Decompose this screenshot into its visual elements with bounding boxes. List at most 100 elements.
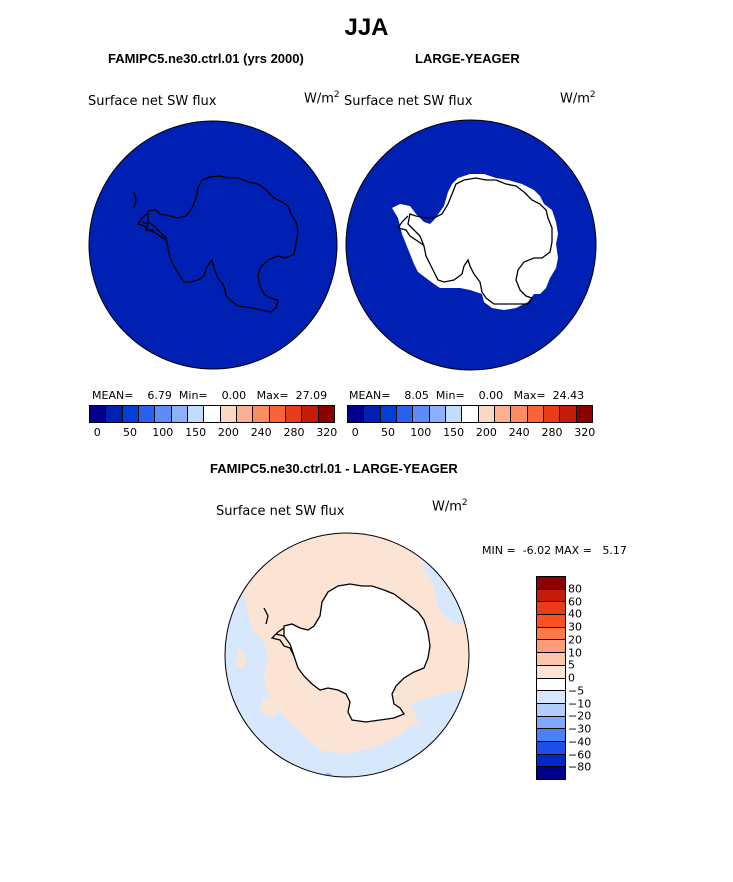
panel1-colorbar-swatch [122,406,139,422]
diff-units: W/m2 [432,498,468,515]
panel1-colorbar-swatch [253,406,270,422]
diff-colorbar-swatch [537,665,565,679]
diff-colorbar-swatch [537,767,565,779]
panel2-colorbar-swatch [364,406,381,422]
diff-negative-region-west [225,568,469,777]
panel2-colorbar-swatch [478,406,495,422]
panel1-colorbar-swatch [269,406,286,422]
panel2-title: LARGE-YEAGER [415,51,520,66]
diff-colorbar-swatch [537,741,565,755]
diff-colorbar-swatch [537,691,565,704]
panel2-colorbar-swatch [396,406,414,422]
diff-variable-label: Surface net SW flux [216,504,345,519]
panel2-colorbar-tick-label: 150 [443,426,465,439]
diff-negative-region-nw-patch [234,598,248,620]
diff-map [224,532,470,778]
diff-colorbar-swatch [537,577,565,590]
diff-colorbar-level-label: 30 [568,620,582,634]
diff-colorbar-level-label: −40 [568,735,592,749]
main-title: JJA [344,14,389,41]
panel1-colorbar-swatch [204,406,221,422]
panel2-colorbar-swatch [543,406,561,422]
diff-colorbar-level-label: 80 [568,582,582,596]
diff-colorbar-level-label: 20 [568,633,582,647]
panel1-colorbar-tick-label: 50 [123,426,137,439]
panel1-colorbar-swatch [171,406,188,422]
panel1-colorbar-swatch [236,406,254,422]
diff-colorbar [536,576,566,780]
panel2-peninsula-coastline [396,215,425,247]
panel1-colorbar-tick-label: 150 [185,426,207,439]
panel1-colorbar-tick-label: 100 [152,426,174,439]
diff-colorbar-swatch [537,627,565,641]
panel1-units: W/m2 [304,90,340,107]
panel2-colorbar-tick-label: 0 [351,426,359,439]
panel1-title: FAMIPC5.ne30.ctrl.01 (yrs 2000) [108,51,304,66]
diff-colorbar-swatch [537,678,565,692]
diff-colorbar-level-label: 10 [568,646,582,659]
panel2-antarctica-coastline [407,177,553,305]
diff-colorbar-swatch [537,703,565,717]
panel1-colorbar-tick-label: 200 [217,426,239,439]
diff-map-outline [224,532,470,778]
diff-positive-patch-west [236,648,246,668]
panel2-colorbar-tick-label: 50 [381,426,395,439]
diff-colorbar-level-label: 5 [568,658,575,672]
panel1-colorbar-swatch [155,406,172,422]
panel1-colorbar-swatch [220,406,237,422]
panel2-colorbar-swatch [527,406,544,422]
panel2-colorbar-swatch [511,406,528,422]
diff-colorbar-level-label: 60 [568,595,582,608]
diff-colorbar-ticks: 80 60 40 30 20 10 5 0 −5 −10 −20 −30 −40 −60 −80 [568,576,608,780]
panel1-colorbar-swatch [318,406,334,422]
panel1-colorbar-swatch [302,406,319,422]
diff-colorbar-swatch [537,716,565,730]
panel2-stats: MEAN= 8.05 Min= 0.00 Max= 24.43 [349,389,585,402]
panel2-colorbar-tick-label: 240 [508,426,530,439]
panel1-colorbar-tick-label: 0 [93,426,101,439]
panel2-colorbar: 0 50 100 150 200 240 280 320 [347,405,596,439]
panel2-colorbar-swatch [380,406,397,422]
panel1-variable-label: Surface net SW flux [88,94,217,109]
diff-colorbar-level-label: −20 [568,709,592,723]
panel2-colorbar-tick-label: 200 [475,426,497,439]
diff-colorbar-swatch [537,640,565,654]
panel1-colorbar-swatch [90,406,107,422]
diff-colorbar-swatch [537,653,565,666]
panel1-colorbar-tick-label: 320 [316,426,338,439]
diff-colorbar-swatch [537,729,565,742]
panel2-map [345,119,597,371]
panel2-colorbar-swatch [576,406,592,422]
diff-antarctica-land [283,583,431,723]
panel1-peninsula-coastline [133,191,169,249]
diff-minmax: MIN = -6.02 MAX = 5.17 [482,544,627,557]
diff-colorbar-swatch [537,754,565,768]
panel1-antarctica-coastline [147,175,299,313]
panel2-colorbar-swatch [494,406,512,422]
diff-positive-patch-southwest [260,696,278,718]
diff-colorbar-level-label: −5 [568,684,585,698]
panel2-colorbar-swatch [348,406,365,422]
diff-colorbar-level-label: −60 [568,748,592,761]
panel2-colorbar-tick-label: 280 [541,426,563,439]
panel1-colorbar-swatch [106,406,123,422]
panel2-colorbar-tick-label: 320 [574,426,596,439]
panel1-colorbar: 0 50 100 150 200 240 280 320 [89,405,338,439]
panel1-colorbar-swatch [285,406,303,422]
panel1-stats: MEAN= 6.79 Min= 0.00 Max= 27.09 [92,389,328,402]
diff-colorbar-swatch [537,602,565,616]
diff-colorbar-level-label: 40 [568,607,582,621]
panel1-colorbar-tick-label: 280 [283,426,305,439]
panel2-variable-label: Surface net SW flux [344,94,473,109]
panel2-colorbar-swatch [560,406,577,422]
panel1-colorbar-tick-label: 240 [250,426,272,439]
panel2-colorbar-swatch [429,406,446,422]
diff-colorbar-level-label: −80 [568,760,592,774]
diff-colorbar-swatch [537,589,565,603]
diff-title: FAMIPC5.ne30.ctrl.01 - LARGE-YEAGER [210,461,458,476]
panel2-units: W/m2 [560,90,596,107]
panel2-colorbar-swatch [462,406,479,422]
panel1-colorbar-swatch [187,406,205,422]
diff-colorbar-level-label: −30 [568,722,592,736]
panel1-ocean [88,120,338,370]
